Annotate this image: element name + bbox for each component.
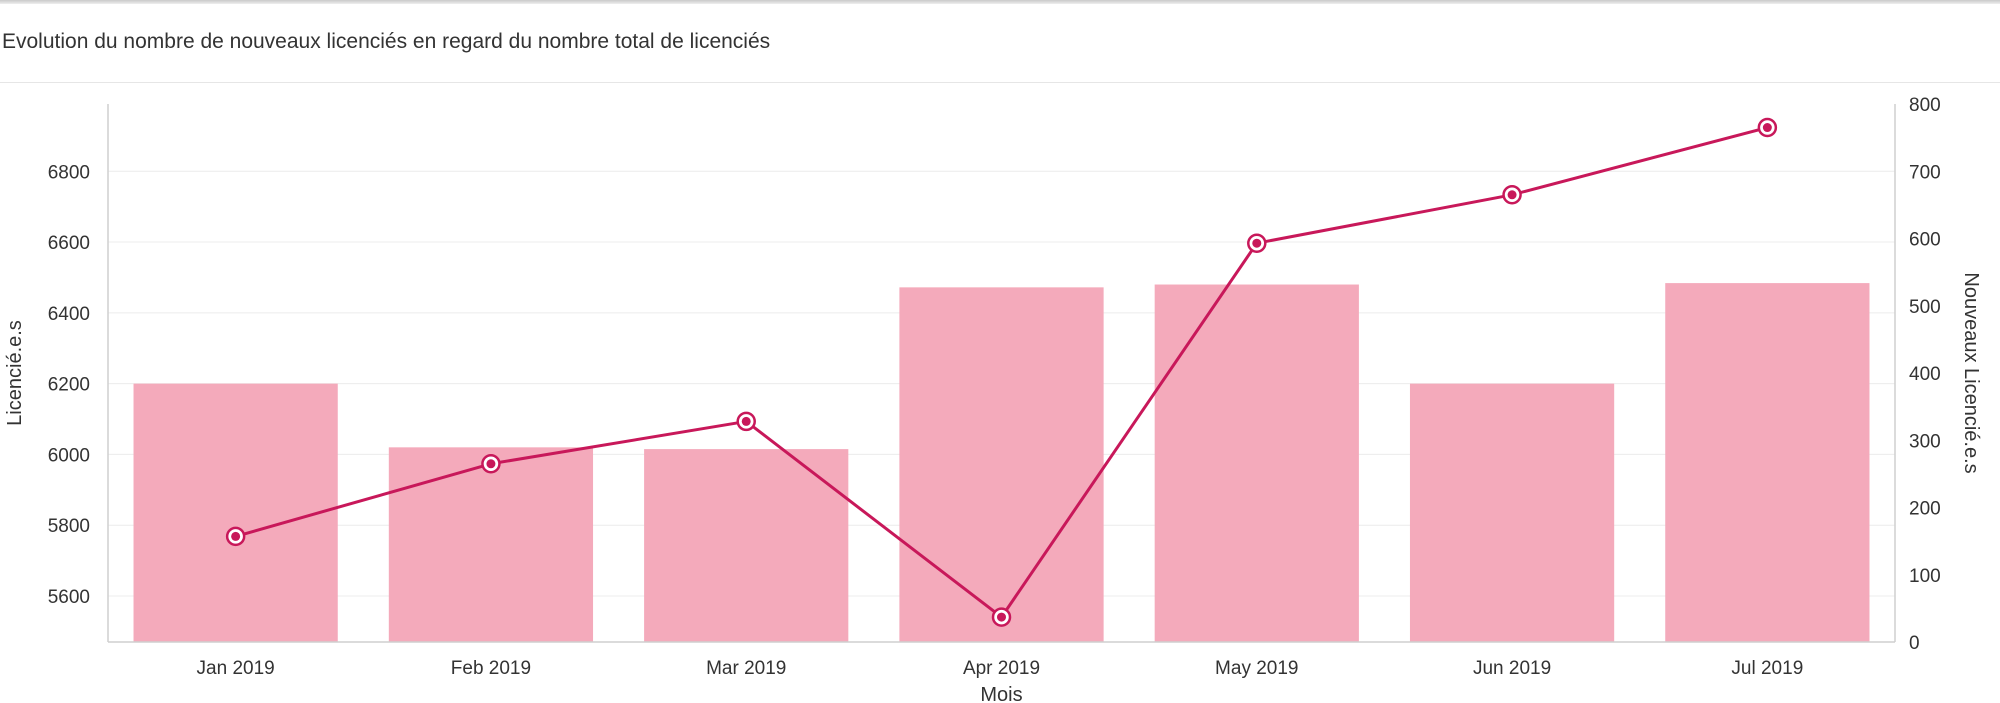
bar	[644, 449, 849, 642]
bar	[1154, 284, 1359, 642]
line-series	[225, 117, 1778, 627]
x-tick-label: Jul 2019	[1731, 658, 1803, 679]
x-tick-label: Feb 2019	[451, 658, 531, 679]
bar	[1665, 283, 1870, 642]
axes	[107, 104, 1896, 643]
y-right-tick-label: 700	[1909, 162, 1941, 183]
line-point-dot	[1252, 238, 1262, 248]
y-right-tick-label: 600	[1909, 230, 1941, 251]
line-point-dot	[1762, 123, 1772, 133]
y-right-tick-label: 400	[1909, 364, 1941, 385]
y-left-tick-label: 5800	[48, 516, 90, 537]
y-right-tick-label: 800	[1909, 95, 1941, 116]
y-left-tick-label: 5600	[48, 587, 90, 608]
chart-title: Evolution du nombre de nouveaux licencié…	[2, 30, 771, 53]
y-right-tick-label: 200	[1909, 499, 1941, 520]
line-point-dot	[486, 459, 496, 469]
y-axis-right-label: Nouveaux Licencié.e.s	[1960, 272, 1982, 473]
y-left-tick-label: 6000	[48, 445, 90, 466]
bar	[899, 287, 1104, 642]
x-tick-label: Apr 2019	[963, 658, 1040, 679]
y-right-tick-label: 500	[1909, 297, 1941, 318]
x-tick-label: Mar 2019	[706, 658, 786, 679]
bar	[133, 383, 338, 642]
line-point-dot	[997, 612, 1006, 622]
x-axis-label: Mois	[980, 684, 1022, 703]
title-divider	[0, 82, 2000, 83]
left-axis-ticks: 5600 5800 6000 6200 6400 6600 6800	[48, 162, 90, 608]
bar-series	[133, 283, 1870, 642]
x-axis-ticks: Jan 2019 Feb 2019 Mar 2019 Apr 2019 May 2019…	[197, 658, 1804, 679]
y-right-tick-label: 100	[1909, 566, 1941, 587]
y-right-tick-label: 300	[1909, 431, 1941, 452]
y-left-tick-label: 6600	[48, 233, 90, 254]
line-point-dot	[1507, 190, 1517, 200]
x-tick-label: Jan 2019	[197, 658, 275, 679]
y-axis-left-label: Licencié.e.s	[4, 320, 26, 426]
y-right-tick-label: 0	[1909, 633, 1920, 654]
x-tick-label: May 2019	[1215, 658, 1298, 679]
line-point-dot	[231, 531, 241, 541]
y-left-tick-label: 6200	[48, 375, 90, 396]
bar	[388, 447, 594, 642]
x-tick-label: Jun 2019	[1473, 658, 1551, 679]
line-point-dot	[741, 416, 751, 426]
top-border	[0, 0, 2000, 4]
y-left-tick-label: 6800	[48, 162, 90, 183]
y-left-tick-label: 6400	[48, 304, 90, 325]
bar	[1409, 383, 1615, 642]
right-axis-ticks: 0 100 200 300 400 500 600 700 800	[1909, 95, 1941, 654]
